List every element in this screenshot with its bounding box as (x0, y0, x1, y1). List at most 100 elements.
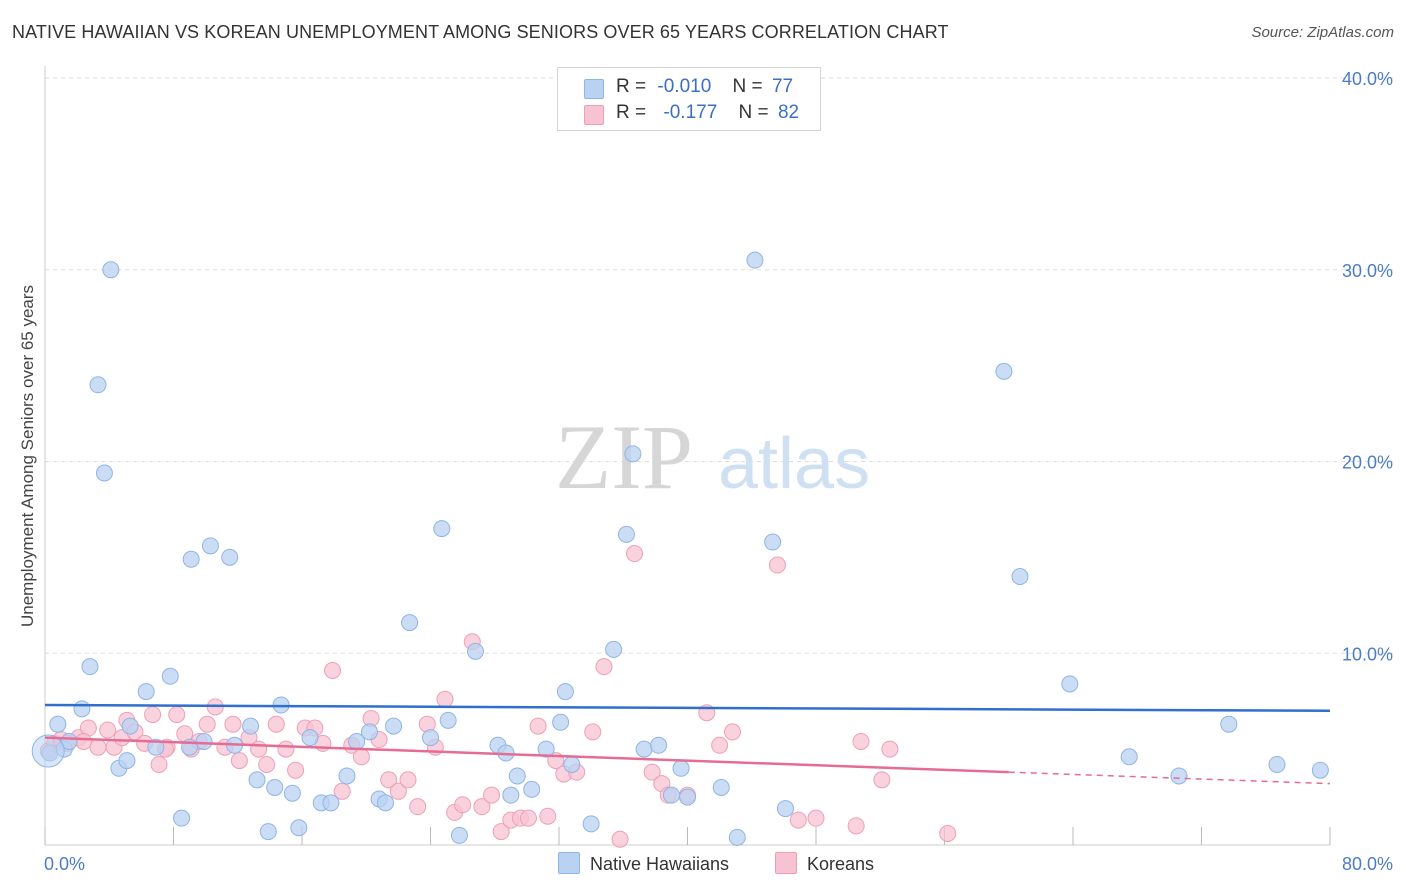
scatter-point (492, 823, 510, 841)
scatter-point (161, 667, 179, 685)
scatter-point (650, 736, 668, 754)
scatter-point (539, 807, 557, 825)
watermark-atlas: atlas (718, 424, 870, 504)
scatter-point (881, 740, 899, 758)
scatter-point (230, 752, 248, 770)
scatter-point (198, 715, 216, 733)
scatter-point (552, 713, 570, 731)
axes (44, 66, 1331, 846)
scatter-point (502, 786, 520, 804)
scatter-point (301, 729, 319, 747)
scatter-point (625, 545, 643, 563)
scatter-point (537, 740, 555, 758)
scatter-point (1170, 767, 1188, 785)
trend-line-koreans (44, 736, 1009, 774)
legend-r-label: R = (616, 76, 647, 97)
scatter-point (789, 811, 807, 829)
scatter-point (1061, 675, 1079, 693)
scatter-point (144, 706, 162, 724)
scatter-point (401, 614, 419, 632)
watermark: ZIP atlas (555, 406, 870, 508)
scatter-point (1268, 755, 1286, 773)
bottom-legend-swatch-pink (775, 852, 797, 874)
scatter-point (595, 658, 613, 676)
scatter-point (89, 738, 107, 756)
scatter-point (173, 809, 191, 827)
scatter-point (764, 533, 782, 551)
trend-line-native-hawaiians (44, 703, 1331, 713)
scatter-point (624, 445, 642, 463)
scatter-point (89, 376, 107, 394)
scatter-point (360, 723, 378, 741)
bottom-legend-swatch-blue (558, 852, 580, 874)
y-axis-label: Unemployment Among Seniors over 65 years (18, 285, 37, 627)
scatter-point (1220, 715, 1238, 733)
scatter-point (137, 683, 155, 701)
scatter-point (150, 755, 168, 773)
scatter-point (267, 715, 285, 733)
scatter-point (995, 362, 1013, 380)
scatter-point (523, 780, 541, 798)
scatter-point (75, 732, 93, 750)
scatter-point (939, 824, 957, 842)
scatter-point (324, 662, 342, 680)
y-tick-label: 40.0% (1342, 69, 1393, 89)
y-tick-label: 10.0% (1342, 644, 1393, 664)
scatter-point (847, 817, 865, 835)
scatter-point (422, 729, 439, 747)
scatter-point (121, 717, 139, 735)
scatter-point (102, 261, 120, 279)
scatter-point (81, 658, 99, 676)
korean-points (39, 545, 957, 848)
scatter-point (643, 763, 661, 781)
scatter-point (409, 798, 427, 816)
scatter-point (508, 767, 526, 785)
scatter-point (454, 796, 472, 814)
scatter-point (728, 828, 746, 846)
axis-labels: 10.0% 20.0% 30.0% 40.0% 0.0% 80.0% Unemploymen… (18, 69, 1393, 874)
scatter-point (248, 771, 266, 789)
scatter-point (147, 738, 165, 756)
correlation-legend: R = -0.010 N = 77 R = -0.177 N = 82 (557, 67, 821, 131)
scatter-point (711, 736, 729, 754)
scatter-point (852, 732, 870, 750)
scatter-point (1311, 761, 1329, 779)
native-hawaiian-points (31, 251, 1329, 846)
scatter-point (582, 815, 600, 833)
x-tick-label: 80.0% (1342, 854, 1393, 874)
trend-line-koreans-projection (1008, 771, 1331, 785)
legend-n-value: 77 (771, 76, 794, 97)
scatter-point (287, 761, 305, 779)
scatter-point (723, 723, 741, 741)
scatter-point (433, 520, 451, 538)
scatter-point (352, 748, 370, 766)
scatter-point (679, 788, 696, 806)
scatter-point (712, 778, 730, 796)
scatter-point (483, 786, 501, 804)
chart-title: NATIVE HAWAIIAN VS KOREAN UNEMPLOYMENT A… (12, 22, 949, 42)
y-tick-label: 20.0% (1342, 453, 1393, 473)
scatter-point (73, 700, 91, 718)
watermark-zip: ZIP (555, 406, 693, 508)
bottom-legend-label: Native Hawaiians (590, 854, 730, 874)
legend-swatch-blue (584, 79, 604, 99)
scatter-point (617, 525, 635, 543)
scatter-point (95, 464, 113, 482)
scatter-point (259, 823, 277, 841)
grid (45, 77, 1395, 654)
scatter-point (662, 786, 680, 804)
scatter-point (333, 782, 351, 800)
scatter-point (250, 740, 268, 758)
trend-lines (44, 703, 1331, 785)
legend-n-value: 82 (777, 102, 800, 123)
scatter-point (322, 794, 340, 812)
scatter-point (277, 740, 295, 758)
scatter-point (242, 717, 260, 735)
scatter-point (776, 800, 794, 818)
scatter-point (258, 755, 276, 773)
bottom-legend-koreans: Koreans (775, 852, 874, 875)
bottom-legend-native-hawaiians: Native Hawaiians (558, 852, 729, 875)
scatter-point (450, 826, 468, 844)
scatter-point (290, 819, 308, 837)
